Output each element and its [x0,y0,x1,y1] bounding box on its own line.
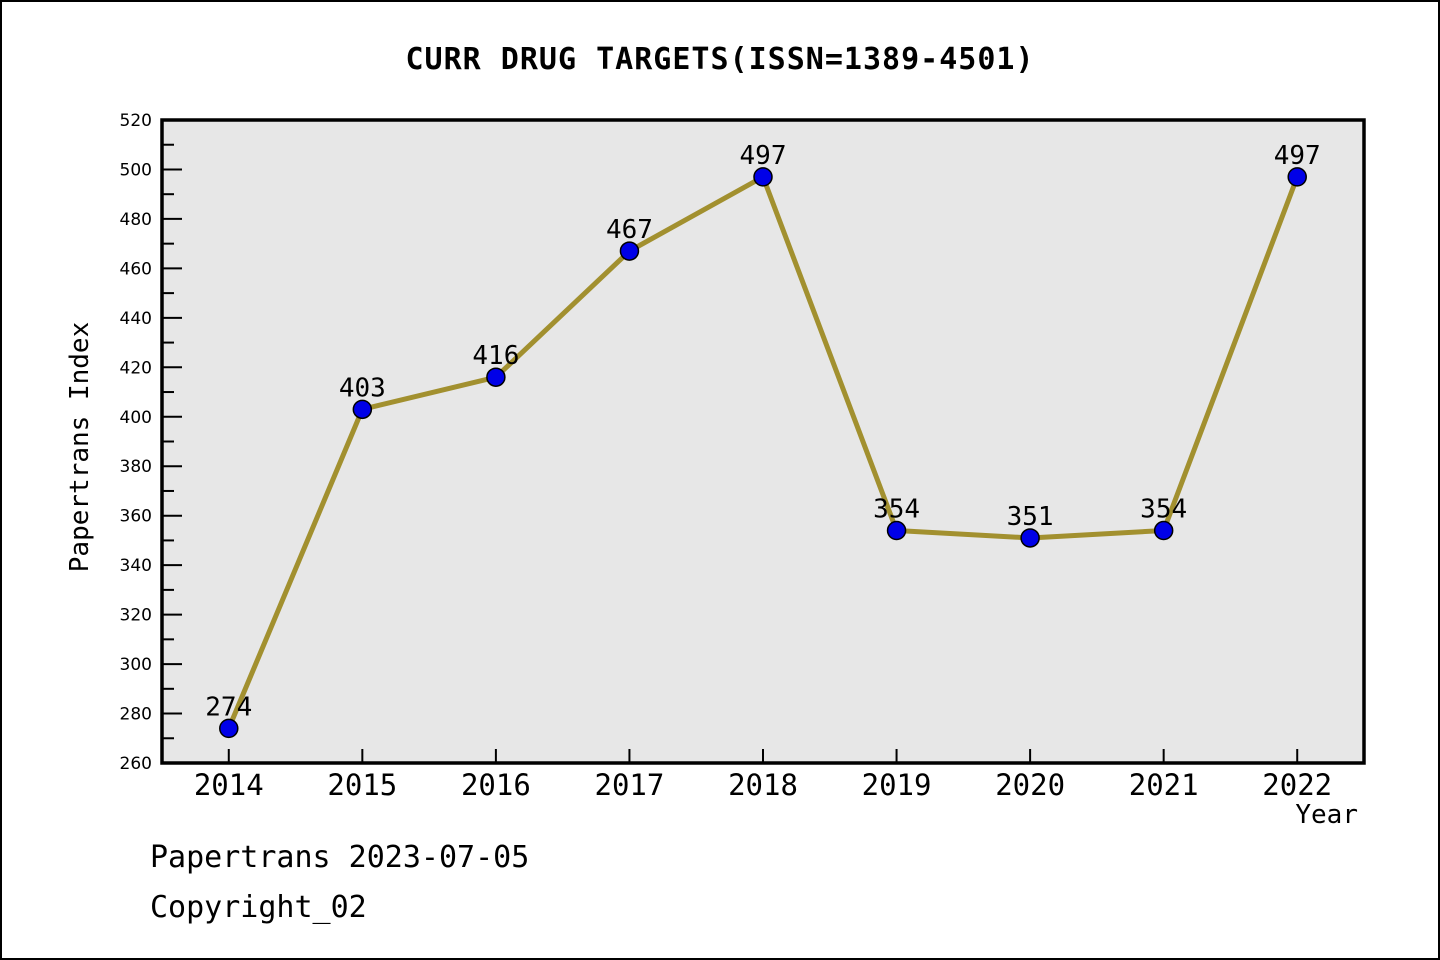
x-tick-label: 2019 [862,768,932,802]
data-point [352,399,373,420]
y-tick-label: 400 [120,408,152,428]
x-tick-label: 2021 [1129,768,1199,802]
point-value-label: 274 [205,692,252,722]
y-tick-label: 480 [120,210,152,230]
point-value-label: 403 [339,373,386,403]
x-tick-label: 2022 [1262,768,1332,802]
data-point [1287,167,1307,187]
data-point [753,167,773,187]
y-tick-label: 300 [120,655,152,675]
data-point [486,367,506,387]
y-tick-label: 360 [120,507,152,527]
data-point [1153,520,1174,541]
y-tick-label: 280 [120,705,152,725]
y-tick-label: 320 [120,606,152,626]
point-value-label: 351 [1007,502,1054,532]
x-tick-label: 2018 [728,768,798,802]
data-point [886,520,907,541]
y-tick-label: 440 [120,309,152,329]
footer-copyright: Copyright_02 [150,890,367,925]
x-axis-label: Year [1295,800,1358,830]
x-tick-label: 2016 [461,768,531,802]
data-point [1020,528,1040,548]
point-value-label: 497 [1274,141,1321,171]
y-tick-label: 380 [120,457,152,477]
point-value-label: 467 [606,215,653,245]
point-value-label: 416 [472,341,519,371]
plot-background [162,120,1364,763]
chart-title: CURR DRUG TARGETS(ISSN=1389-4501) [405,42,1035,77]
y-tick-label: 460 [120,259,152,279]
point-value-label: 497 [740,141,787,171]
y-tick-label: 260 [120,754,152,774]
x-tick-label: 2014 [194,768,264,802]
point-value-label: 354 [1140,495,1187,525]
point-value-label: 354 [873,495,920,525]
y-tick-label: 500 [120,160,152,180]
x-tick-label: 2015 [327,768,397,802]
y-tick-label: 520 [120,111,152,131]
x-tick-label: 2020 [995,768,1065,802]
data-point [619,241,640,261]
footer-watermark-date: Papertrans 2023-07-05 [150,840,530,875]
data-point [219,718,239,739]
y-tick-label: 420 [120,358,152,378]
y-tick-label: 340 [120,556,152,576]
x-tick-label: 2017 [595,768,665,802]
plot-frame [160,118,1366,765]
